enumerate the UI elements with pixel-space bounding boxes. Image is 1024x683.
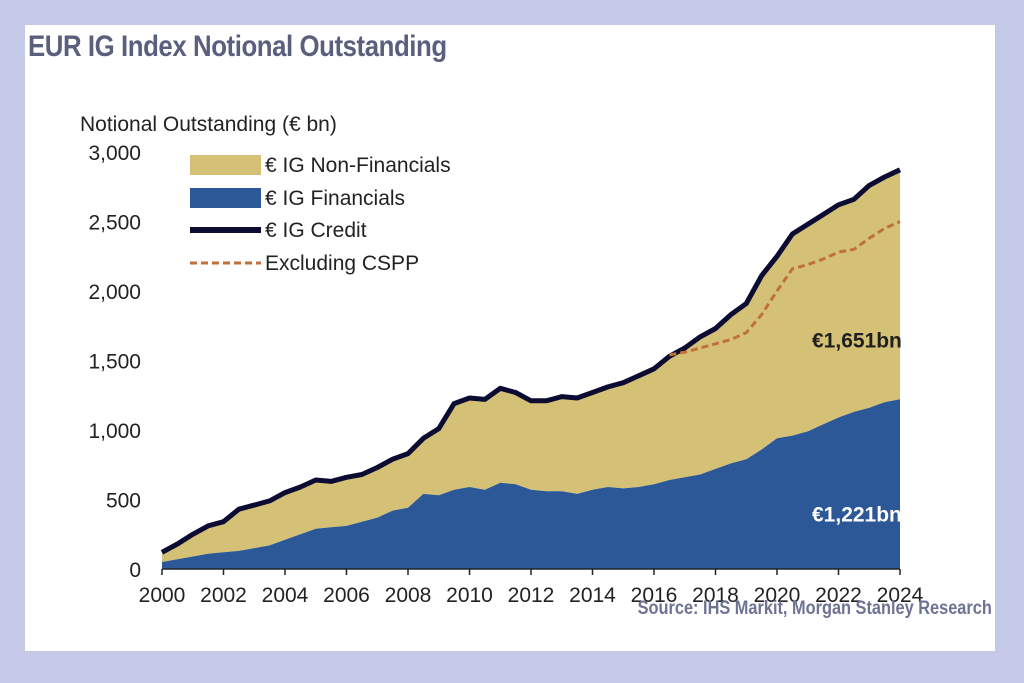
- y-tick-label: 1,500: [88, 351, 141, 374]
- legend-swatch: [190, 188, 261, 208]
- x-tick-label: 2018: [692, 584, 739, 607]
- legend: € IG Non-Financials € IG Financials € IG C…: [190, 154, 451, 275]
- series-layer: [160, 167, 902, 569]
- y-axis-label: Notional Outstanding (€ bn): [80, 113, 337, 136]
- x-tick-label: 2022: [815, 584, 862, 607]
- x-tick-label: 2002: [200, 584, 247, 607]
- x-tick-label: 2010: [446, 584, 493, 607]
- x-tick-label: 2006: [323, 584, 370, 607]
- series-line-excluding-cspp: [669, 220, 901, 357]
- x-tick-label: 2012: [508, 584, 555, 607]
- x-tick-label: 2004: [262, 584, 309, 607]
- series-line-ig-credit: [160, 167, 902, 555]
- x-tick-label: 2000: [139, 584, 186, 607]
- legend-label: € IG Non-Financials: [265, 154, 451, 177]
- annotations: €1,651bn €1,221bn: [812, 330, 902, 527]
- y-tick-label: 3,000: [88, 142, 141, 165]
- y-tick-label: 2,500: [88, 212, 141, 235]
- legend-swatch: [190, 155, 261, 175]
- legend-label: € IG Credit: [265, 219, 367, 242]
- x-tick-label: 2016: [631, 584, 678, 607]
- x-tick-label: 2024: [877, 584, 924, 607]
- legend-label: Excluding CSPP: [265, 252, 419, 275]
- series-area-financials: [162, 399, 900, 569]
- y-tick-label: 2,000: [88, 281, 141, 304]
- series-area-non-financials: [162, 169, 900, 563]
- annotation-financials-value: €1,221bn: [812, 503, 902, 526]
- annotation-non-financials-value: €1,651bn: [812, 330, 902, 353]
- y-tick-label: 500: [106, 490, 141, 513]
- y-tick-label: 0: [129, 559, 141, 582]
- source-note: Source: IHS Markit, Morgan Stanley Resea…: [637, 598, 992, 619]
- x-tick-label: 2014: [569, 584, 616, 607]
- x-tick-label: 2008: [385, 584, 432, 607]
- legend-label: € IG Financials: [265, 187, 405, 210]
- chart-title: EUR IG Index Notional Outstanding: [28, 30, 447, 63]
- axis-layer: 2000 2002 2004 2006 2008 2010 2012 2014 2016 2018…: [88, 142, 923, 607]
- x-tick-label: 2020: [754, 584, 801, 607]
- y-tick-label: 1,000: [88, 420, 141, 443]
